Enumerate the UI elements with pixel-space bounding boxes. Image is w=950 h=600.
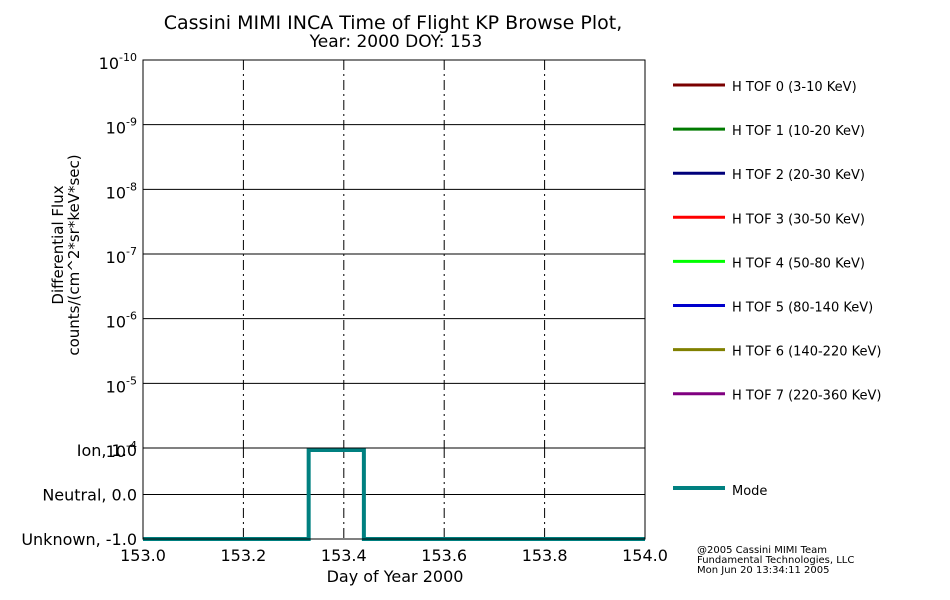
mode-panel-frame [142,447,646,540]
credit-line-1: @2005 Cassini MIMI Team [697,545,827,556]
chart-title-line1: Cassini MIMI INCA Time of Flight KP Brow… [164,12,623,34]
legend-label: H TOF 5 (80-140 KeV) [732,301,873,316]
y-tick-label: 10-5 [106,374,137,396]
mode-y-tick-label: Ion, 1.0 [77,441,137,460]
mode-y-tick-label: Unknown, -1.0 [21,530,137,549]
x-tick-label: 153.6 [421,546,467,565]
credit-line-3: Mon Jun 20 13:34:11 2005 [697,565,830,576]
y-axis-label-line1: Differential Flux [49,185,67,304]
y-tick-label: 10-9 [106,116,137,138]
y-axis-label-line2: counts/(cm^2*sr*keV*sec) [65,154,83,355]
legend-label: H TOF 3 (30-50 KeV) [732,212,865,227]
legend: H TOF 0 (3-10 KeV) H TOF 1 (10-20 KeV) H T… [673,80,881,499]
grid-lines [143,60,645,539]
legend-label: H TOF 1 (10-20 KeV) [732,124,865,139]
legend-label-mode: Mode [732,484,767,499]
y-tick-label: 10-10 [99,51,137,73]
legend-label: H TOF 4 (50-80 KeV) [732,256,865,271]
x-tick-label: 153.0 [120,546,166,565]
y-tick-label: 10-6 [106,310,137,332]
y-tick-label: 10-7 [106,245,137,267]
mode-y-tick-label: Neutral, 0.0 [42,486,137,505]
x-axis-label: Day of Year 2000 [327,567,464,586]
x-tick-label: 153.4 [321,546,367,565]
legend-label: H TOF 0 (3-10 KeV) [732,80,857,95]
legend-label: H TOF 6 (140-220 KeV) [732,345,881,360]
legend-label: H TOF 2 (20-30 KeV) [732,168,865,183]
plot-frames [142,59,646,540]
credit-line-2: Fundamental Technologies, LLC [697,555,855,566]
x-tick-label: 153.2 [220,546,266,565]
y-tick-label: 10-8 [106,180,137,202]
legend-label: H TOF 7 (220-360 KeV) [732,389,881,404]
x-tick-label: 153.8 [522,546,568,565]
chart-title-line2: Year: 2000 DOY: 153 [309,32,483,52]
x-tick-label: 154.0 [622,546,668,565]
